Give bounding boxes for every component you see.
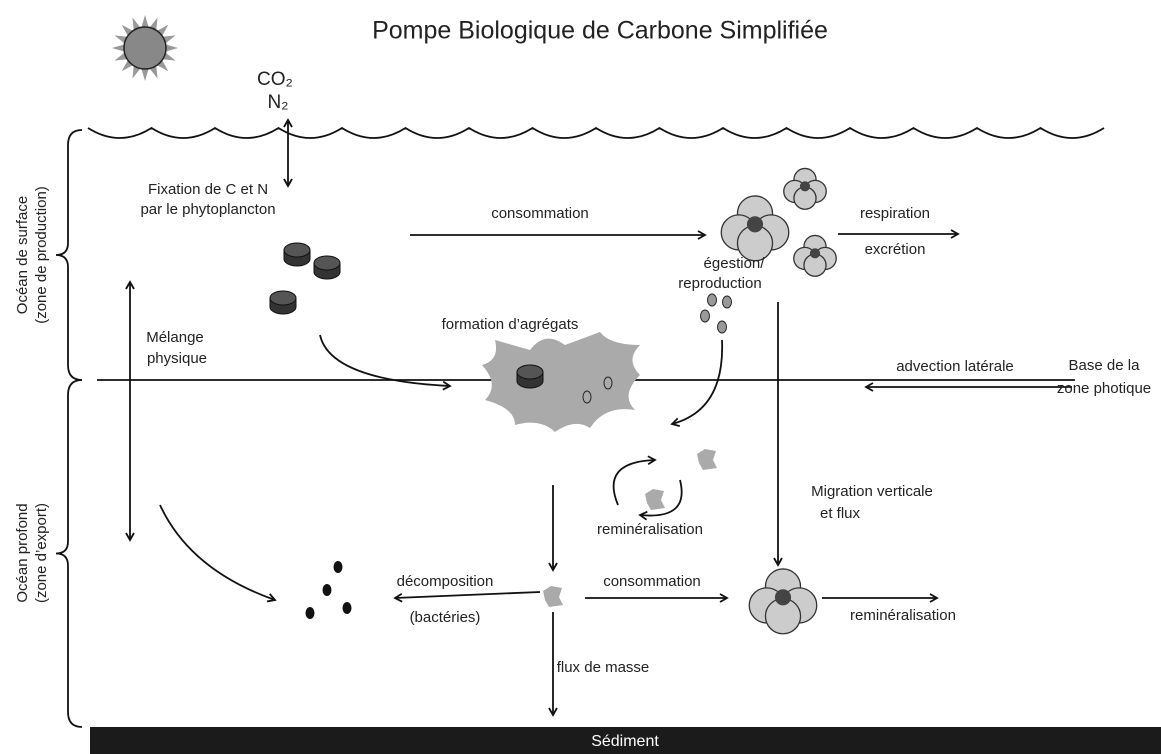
phytoplankton-top — [516, 364, 544, 380]
label: Base de la — [1069, 357, 1141, 374]
zone-label: (zone d’export) — [33, 503, 50, 603]
particle — [305, 607, 315, 619]
sediment-bar — [90, 727, 1161, 754]
zooplankton-nucleus — [809, 248, 821, 259]
phytoplankton-top — [269, 290, 297, 306]
particle — [322, 584, 332, 596]
label: égestion/ — [704, 255, 766, 272]
label: advection latérale — [896, 358, 1014, 375]
arrow — [670, 339, 723, 427]
zooplankton-nucleus — [746, 216, 764, 233]
label: par le phytoplancton — [140, 201, 275, 218]
zone-label: Océan de surface — [14, 196, 31, 314]
pellet — [707, 293, 717, 307]
zone-label: (zone de production) — [33, 186, 50, 324]
arrow — [159, 504, 277, 603]
zooplankton-nucleus — [799, 181, 811, 192]
arrow — [319, 334, 452, 391]
label: consommation — [603, 573, 701, 590]
pellet — [717, 320, 727, 334]
sun — [123, 26, 167, 70]
label: Mélange — [146, 329, 204, 346]
zone-label: Océan profond — [14, 503, 31, 602]
label: consommation — [491, 205, 589, 222]
label: Migration verticale — [811, 483, 933, 500]
label: formation d’agrégats — [442, 316, 579, 333]
phytoplankton-top — [283, 242, 311, 258]
arrow — [393, 591, 541, 603]
sea-surface — [87, 126, 1105, 139]
label: excrétion — [865, 241, 926, 258]
label: flux de masse — [557, 659, 650, 676]
brace — [55, 379, 83, 728]
pellet — [603, 376, 613, 390]
shapes — [55, 15, 1105, 728]
pellet — [700, 309, 710, 323]
particle — [333, 561, 343, 573]
aggregate — [482, 332, 640, 432]
label: décomposition — [397, 573, 494, 590]
brace — [55, 129, 83, 381]
fragment — [697, 449, 717, 470]
phytoplankton-top — [313, 255, 341, 271]
fragment — [645, 489, 665, 510]
label: respiration — [860, 205, 930, 222]
label: et flux — [820, 505, 861, 522]
gas: CO₂ — [257, 69, 293, 90]
label: reminéralisation — [597, 521, 703, 538]
zooplankton-nucleus — [774, 589, 792, 606]
title: Pompe Biologique de Carbone Simplifiée — [372, 17, 828, 45]
pellet — [582, 390, 592, 404]
label: reminéralisation — [850, 607, 956, 624]
particle — [342, 602, 352, 614]
label: physique — [147, 350, 207, 367]
label: Fixation de C et N — [148, 181, 268, 198]
sediment-label: Sédiment — [591, 733, 659, 750]
arrow — [638, 479, 683, 521]
gas: N₂ — [267, 92, 288, 113]
arrow — [612, 455, 657, 506]
label: zone photique — [1057, 380, 1151, 397]
label: (bactéries) — [410, 609, 481, 626]
fragment — [543, 586, 563, 607]
pellet — [722, 295, 732, 309]
label: reproduction — [678, 275, 761, 292]
